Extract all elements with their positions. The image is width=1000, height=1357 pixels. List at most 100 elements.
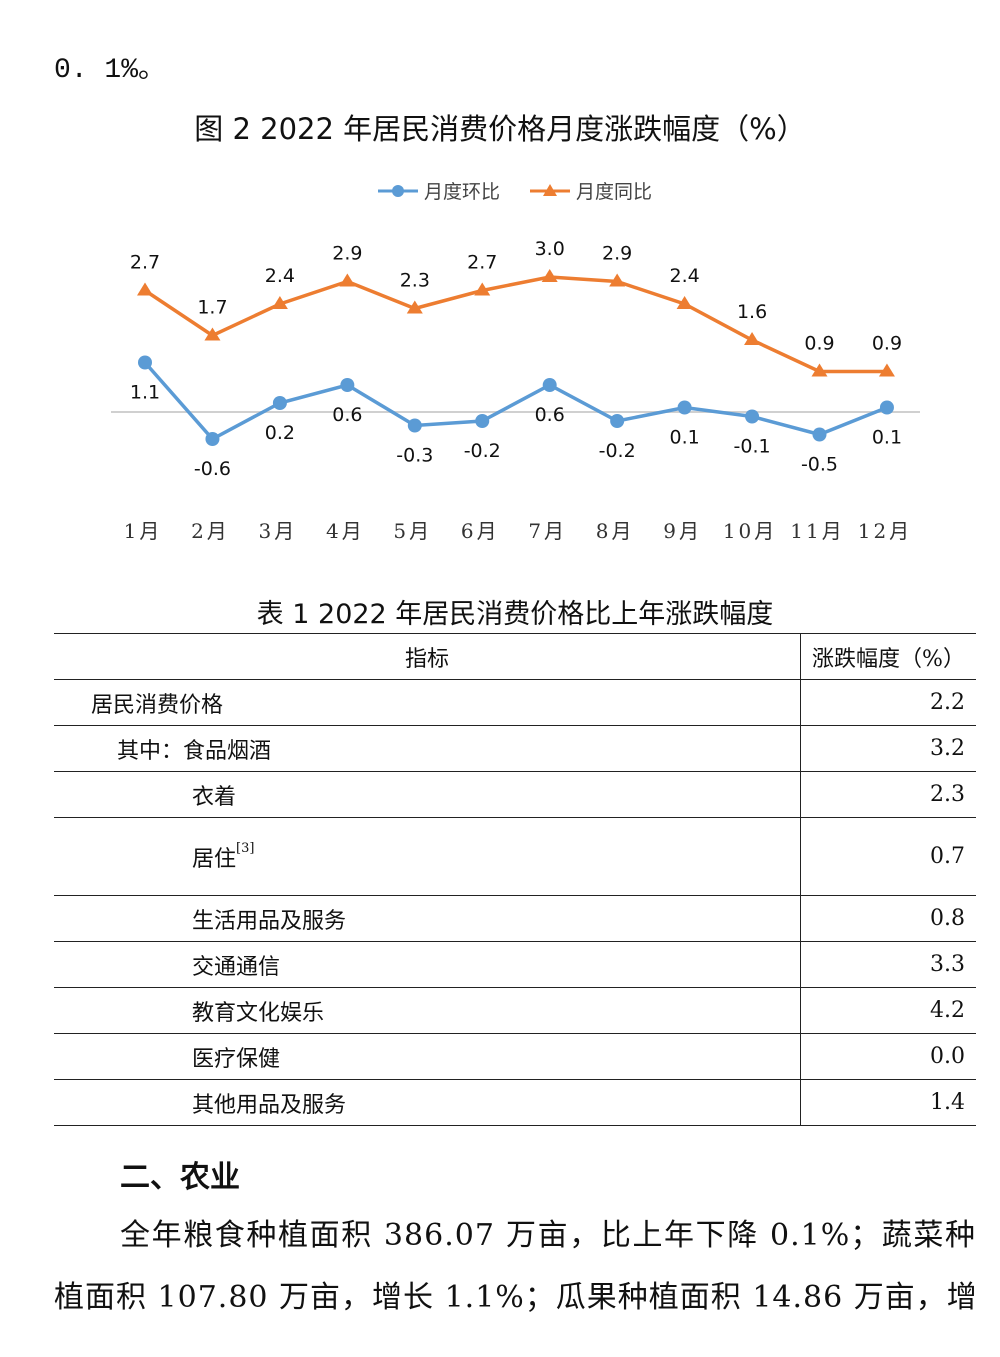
series-line-mom (143, 361, 888, 442)
top-text: 0. 1%。 (54, 55, 167, 86)
table-row: 其中：食品烟酒 3.2 (54, 725, 976, 772)
paragraph-line: 植面积 107.80 万亩，增长 1.1%；瓜果种植面积 14.86 万亩，增 (54, 1280, 978, 1315)
data-point (878, 363, 895, 377)
legend-circle-marker (392, 185, 404, 197)
data-point (271, 296, 288, 309)
row-label: 医疗保健 (54, 1033, 801, 1080)
line-chart: 月度环比 月度同比 1.1 -0.6 0.2 0.6 -0.3 -0.2 0.6 -0.2 0.1 -… (111, 181, 920, 543)
row-value: 0.0 (800, 1033, 976, 1080)
data-label: 2.3 (400, 270, 430, 292)
data-point (812, 427, 827, 442)
data-label: 2.7 (467, 252, 497, 274)
data-point (137, 282, 153, 296)
data-label: 0.6 (332, 404, 362, 426)
table-header-row: 指标 涨跌幅度（%） (54, 633, 976, 680)
row-label-text: 生活用品及服务 (192, 908, 347, 934)
data-point (406, 300, 423, 314)
x-tick-label: 9月 (663, 519, 702, 543)
data-point (339, 273, 356, 287)
row-label-text: 交通通信 (192, 954, 281, 980)
data-point (677, 400, 692, 415)
table-row: 交通通信 3.3 (54, 941, 976, 988)
data-point (879, 400, 894, 415)
data-label: 1.7 (197, 297, 227, 319)
data-label: 2.9 (602, 243, 632, 265)
row-label: 其他用品及服务 (54, 1079, 801, 1126)
x-tick-label: 8月 (596, 519, 635, 543)
data-point (541, 269, 558, 282)
x-tick-label: 6月 (461, 519, 500, 543)
row-value: 3.3 (800, 941, 976, 988)
data-label: 1.1 (130, 382, 160, 404)
paragraph-line: 全年粮食种植面积 386.07 万亩，比上年下降 0.1%；蔬菜种 (120, 1218, 976, 1253)
row-label-text: 教育文化娱乐 (192, 1000, 325, 1026)
row-label: 生活用品及服务 (54, 895, 801, 942)
row-label-text: 居民消费价格 (91, 692, 224, 718)
table-row: 衣着 2.3 (54, 771, 976, 818)
table-row: 生活用品及服务 0.8 (54, 895, 976, 942)
x-tick-label: 4月 (326, 519, 365, 543)
row-label: 衣着 (54, 771, 801, 818)
data-point (610, 414, 625, 428)
series-line-yoy (144, 275, 887, 374)
table-row: 教育文化娱乐 4.2 (54, 987, 976, 1034)
data-label: 0.1 (669, 427, 699, 449)
header-indicator: 指标 (54, 633, 801, 680)
x-tick-label: 1月 (124, 519, 163, 543)
data-label: 0.6 (535, 404, 565, 426)
data-label: 0.1 (872, 427, 902, 449)
cpi-table: 指标 涨跌幅度（%） 居民消费价格 2.2 其中：食品烟酒 3.2 衣着 2.3 居住[3]… (54, 633, 976, 1126)
row-value: 2.2 (800, 679, 976, 726)
chart-title: 图 2 2022 年居民消费价格月度涨跌幅度（%） (194, 112, 806, 146)
row-value: 2.3 (800, 771, 976, 818)
row-label-text: 其中：食品烟酒 (117, 738, 272, 764)
row-value: 3.2 (800, 725, 976, 772)
data-label: 2.4 (265, 265, 295, 287)
data-point (205, 432, 220, 446)
legend-label: 月度环比 (424, 181, 500, 203)
data-label: -0.1 (734, 436, 771, 458)
row-value: 1.4 (800, 1079, 976, 1126)
data-point (744, 332, 761, 345)
x-tick-label: 11月 (790, 519, 844, 543)
data-label: 2.4 (669, 265, 699, 287)
data-label: 3.0 (535, 238, 565, 260)
data-point (407, 418, 422, 433)
section-heading: 二、农业 (120, 1160, 240, 1195)
data-point (474, 282, 491, 296)
data-label: 2.9 (332, 243, 362, 265)
data-point (542, 378, 557, 392)
data-label: -0.6 (194, 458, 231, 480)
row-value: 4.2 (800, 987, 976, 1034)
x-tick-label: 7月 (528, 519, 567, 543)
data-label: -0.2 (599, 440, 636, 462)
table-row: 居住[3] 0.7 (54, 817, 976, 896)
data-label: 0.9 (804, 333, 834, 355)
row-label: 居住[3] (54, 817, 801, 896)
row-label-text: 其他用品及服务 (192, 1092, 347, 1118)
data-point (340, 378, 355, 392)
row-label-text: 居住 (192, 846, 237, 872)
row-label: 其中：食品烟酒 (54, 725, 801, 772)
data-point (204, 327, 221, 341)
row-label: 教育文化娱乐 (54, 987, 801, 1034)
legend-label: 月度同比 (576, 181, 652, 203)
data-label: 1.6 (737, 301, 767, 323)
table-title: 表 1 2022 年居民消费价格比上年涨跌幅度 (256, 599, 774, 630)
data-label: 0.9 (872, 333, 902, 355)
row-value: 0.7 (800, 817, 976, 896)
data-point (676, 296, 693, 309)
table-row: 医疗保健 0.0 (54, 1033, 976, 1080)
data-point (811, 363, 828, 377)
data-label: -0.2 (464, 440, 501, 462)
data-point (745, 409, 760, 424)
row-label-text: 衣着 (192, 784, 237, 810)
data-label: 0.2 (265, 422, 295, 444)
data-label: -0.5 (801, 454, 838, 476)
x-tick-label: 10月 (723, 519, 777, 543)
x-tick-label: 3月 (259, 519, 298, 543)
data-label: -0.3 (396, 445, 433, 467)
data-point (475, 414, 490, 428)
row-label: 交通通信 (54, 941, 801, 988)
